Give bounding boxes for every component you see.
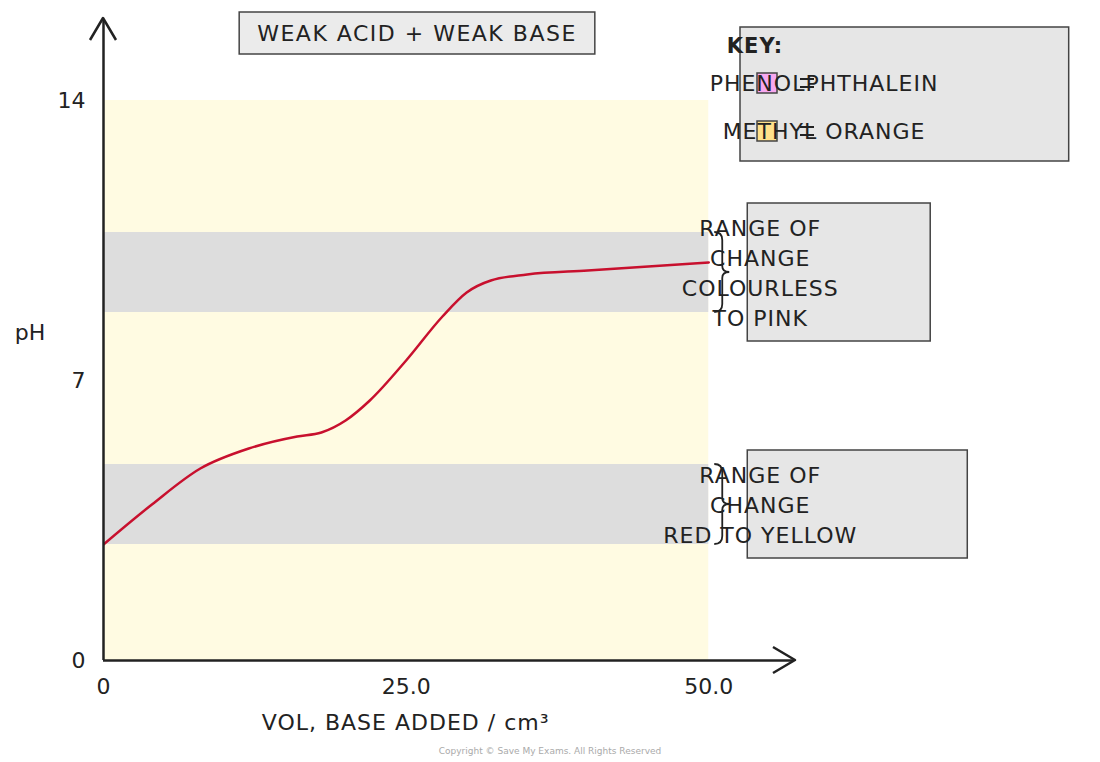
svg-text:METHYL ORANGE: METHYL ORANGE: [723, 119, 926, 144]
svg-text:50.0: 50.0: [684, 674, 733, 699]
svg-text:CHANGE: CHANGE: [710, 493, 810, 518]
svg-text:25.0: 25.0: [382, 674, 431, 699]
svg-text:COLOURLESS: COLOURLESS: [682, 276, 839, 301]
svg-text:WEAK ACID + WEAK BASE: WEAK ACID + WEAK BASE: [257, 21, 577, 46]
svg-text:0: 0: [97, 674, 111, 699]
svg-text:PHENOLPHTHALEIN: PHENOLPHTHALEIN: [710, 71, 939, 96]
svg-text:7: 7: [72, 368, 86, 393]
svg-text:0: 0: [72, 648, 86, 673]
svg-text:14: 14: [58, 88, 86, 113]
svg-text:Copyright © Save My Exams. All: Copyright © Save My Exams. All Rights Re…: [439, 746, 661, 756]
svg-text:RANGE OF: RANGE OF: [699, 463, 821, 488]
svg-text:TO PINK: TO PINK: [712, 306, 808, 331]
svg-text:RED TO YELLOW: RED TO YELLOW: [663, 523, 857, 548]
svg-text:pH: pH: [15, 320, 46, 345]
svg-text:VOL, BASE ADDED / cm³: VOL, BASE ADDED / cm³: [262, 710, 550, 735]
svg-text:RANGE OF: RANGE OF: [699, 216, 821, 241]
svg-text:CHANGE: CHANGE: [710, 246, 810, 271]
svg-text:KEY:: KEY:: [727, 34, 783, 58]
